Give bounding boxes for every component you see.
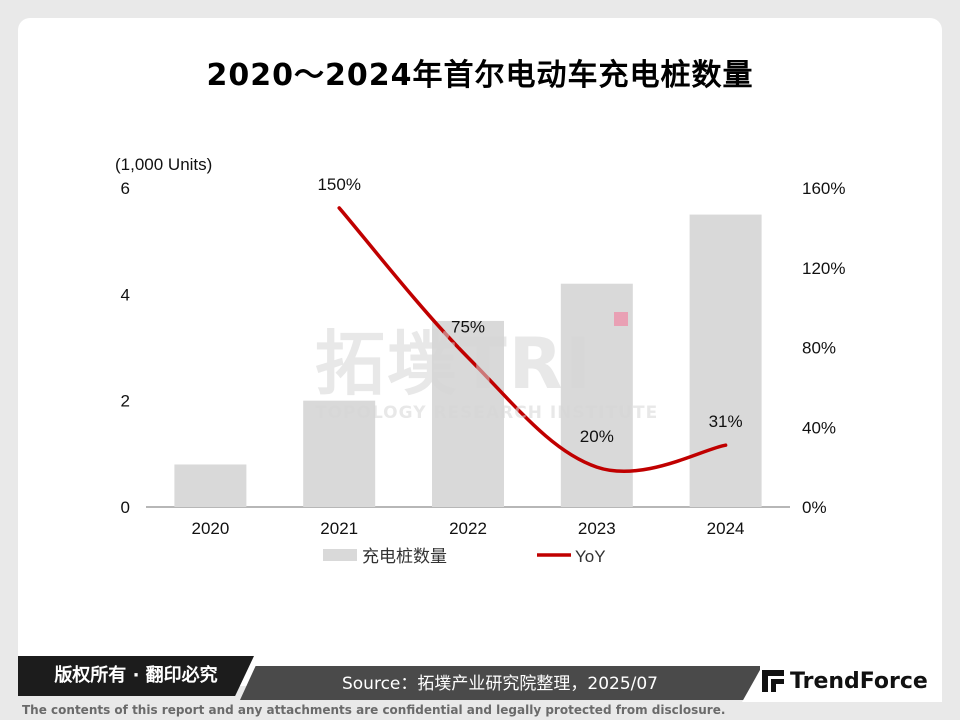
right-tick-label: 40%	[802, 418, 836, 437]
left-tick-label: 6	[121, 179, 130, 198]
right-tick-label: 0%	[802, 498, 827, 517]
yoy-data-label: 31%	[709, 412, 743, 431]
disclaimer: The contents of this report and any atta…	[22, 703, 726, 717]
yoy-data-label: 75%	[451, 317, 485, 336]
marker-square	[614, 312, 628, 326]
legend-label-line: YoY	[575, 547, 606, 566]
x-tick-label: 2020	[191, 519, 229, 538]
x-tick-label: 2023	[578, 519, 616, 538]
bar-2024	[689, 214, 762, 508]
right-tick-label: 160%	[802, 179, 845, 198]
x-tick-label: 2021	[320, 519, 358, 538]
chart-area: (1,000 Units) 0 2 4 6 0% 40% 80% 120% 160% 2020 202…	[115, 155, 845, 566]
yoy-data-label: 150%	[317, 175, 360, 194]
chart-title: 2020～2024年首尔电动车充电桩数量	[206, 58, 754, 93]
brand-name: TrendForce	[790, 668, 928, 694]
trendforce-logo: TrendForce	[762, 664, 928, 698]
bar-2022	[432, 320, 504, 507]
source-note: Source：拓墣产业研究院整理，2025/07	[240, 666, 760, 700]
left-tick-label: 0	[121, 498, 130, 517]
right-tick-label: 80%	[802, 339, 836, 358]
x-tick-label: 2024	[707, 519, 745, 538]
x-tick-label: 2022	[449, 519, 487, 538]
left-tick-label: 2	[121, 392, 130, 411]
trendforce-logo-icon	[762, 670, 784, 692]
yoy-data-label: 20%	[580, 427, 614, 446]
legend-swatch-bar	[323, 549, 357, 561]
bar-2021	[303, 400, 376, 507]
legend-label-bar: 充电桩数量	[362, 547, 447, 566]
left-tick-label: 4	[121, 285, 130, 304]
left-axis-unit-label: (1,000 Units)	[115, 155, 212, 174]
right-tick-label: 120%	[802, 259, 845, 278]
copyright-banner: 版权所有 · 翻印必究	[18, 656, 254, 696]
bar-2020	[174, 464, 247, 507]
yoy-line	[337, 206, 728, 474]
